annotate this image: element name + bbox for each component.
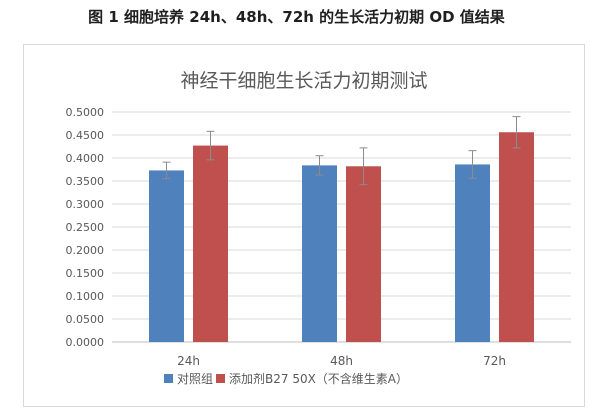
- bar-48h-series-2: [346, 166, 381, 342]
- legend-label: 对照组: [177, 372, 213, 386]
- bar-48h-series-1: [302, 165, 337, 342]
- y-tick-label: 0.4000: [66, 152, 105, 165]
- x-tick-label: 48h: [330, 354, 353, 368]
- error-bar: [512, 116, 521, 149]
- legend: 对照组 添加剂B27 50X（不含维生素A）: [164, 371, 408, 386]
- y-tick-label: 0.4500: [66, 129, 105, 142]
- y-tick-label: 0.3000: [66, 198, 105, 211]
- bar-72h-series-1: [455, 164, 490, 342]
- figure-caption: 图 1 细胞培养 24h、48h、72h 的生长活力初期 OD 值结果: [88, 8, 505, 26]
- error-bars: [162, 116, 521, 186]
- x-axis-ticks: 24h 48h 72h: [177, 354, 506, 368]
- error-bar: [162, 161, 171, 180]
- legend-item: 添加剂B27 50X（不含维生素A）: [216, 371, 408, 386]
- y-axis-ticks: 0.0000 0.0500 0.1000 0.1500 0.2000 0.2500 0.30…: [66, 106, 105, 349]
- chart-frame: 神经干细胞生长活力初期测试 0.0000 0.0500 0.1000 0.1500 0.…: [23, 44, 585, 407]
- error-bar: [315, 155, 324, 176]
- bar-24h-series-2: [193, 145, 228, 342]
- y-tick-label: 0.0000: [66, 336, 105, 349]
- error-bar: [206, 130, 215, 161]
- y-tick-label: 0.5000: [66, 106, 105, 119]
- y-tick-label: 0.1000: [66, 290, 105, 303]
- legend-swatch: [164, 374, 173, 383]
- bar-24h-series-1: [149, 170, 184, 342]
- y-tick-label: 0.2000: [66, 244, 105, 257]
- bars: [149, 132, 534, 342]
- x-tick-label: 24h: [177, 354, 200, 368]
- error-bar: [359, 147, 368, 186]
- legend-swatch: [216, 374, 225, 383]
- y-tick-label: 0.2500: [66, 221, 105, 234]
- x-tick-label: 72h: [483, 354, 506, 368]
- chart-title: 神经干细胞生长活力初期测试: [180, 70, 427, 92]
- legend-item: 对照组: [164, 372, 213, 386]
- bar-72h-series-2: [499, 132, 534, 342]
- y-tick-label: 0.0500: [66, 313, 105, 326]
- y-tick-label: 0.3500: [66, 175, 105, 188]
- y-tick-label: 0.1500: [66, 267, 105, 280]
- gridlines: [112, 111, 571, 343]
- error-bar: [468, 150, 477, 179]
- legend-label: 添加剂B27 50X（不含维生素A）: [229, 371, 408, 386]
- bar-chart: 神经干细胞生长活力初期测试 0.00000.05000.10000.15000.…: [66, 70, 571, 386]
